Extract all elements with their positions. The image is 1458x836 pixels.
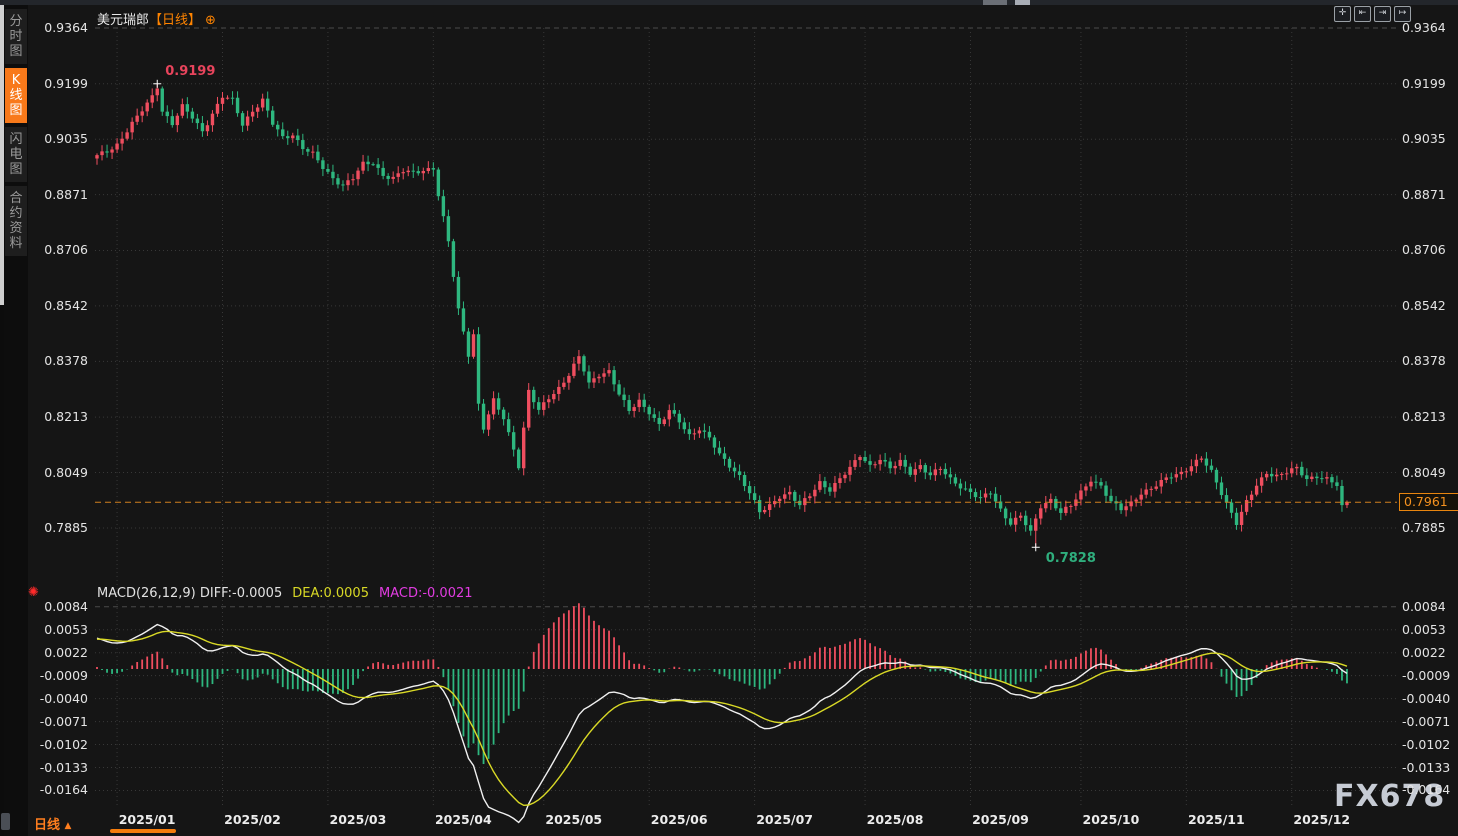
price-axis-tick: 0.7885 bbox=[44, 520, 88, 535]
price-axis-tick: 0.9364 bbox=[44, 20, 88, 35]
shift-right-icon[interactable]: ↦ bbox=[1394, 6, 1411, 22]
chart-title: 美元瑞郎【日线】 ⊕ bbox=[97, 9, 216, 28]
sidebar-tab-label: 合约资料 bbox=[9, 191, 23, 251]
x-axis-label: 2025/03 bbox=[329, 812, 387, 827]
macd-dea-label: DEA:0.0005 bbox=[292, 586, 369, 601]
bottom-left-handle[interactable] bbox=[1, 813, 10, 830]
x-axis-label: 2025/05 bbox=[545, 812, 603, 827]
sidebar-tab-label: 闪电图 bbox=[9, 132, 23, 177]
window-edge-lower bbox=[0, 305, 4, 836]
price-axis-tick: 0.9035 bbox=[1402, 131, 1446, 147]
price-axis-tick: 0.9364 bbox=[1402, 20, 1446, 35]
sidebar-tab-分时图[interactable]: 分时图 bbox=[5, 9, 27, 64]
macd-axis-tick: -0.0102 bbox=[39, 736, 88, 752]
macd-axis-tick: 0.0022 bbox=[44, 644, 88, 660]
x-axis-label: 2025/02 bbox=[224, 812, 281, 827]
macd-axis-tick: -0.0164 bbox=[39, 782, 88, 798]
price-axis-tick: 0.8706 bbox=[1402, 242, 1446, 258]
scale-right-icon[interactable]: ⇥ bbox=[1374, 6, 1391, 22]
period-tag: 【日线】 bbox=[149, 13, 202, 28]
x-scrollbar-thumb[interactable] bbox=[110, 829, 176, 833]
macd-hist-label: MACD:-0.0021 bbox=[378, 586, 473, 601]
macd-axis-tick: -0.0009 bbox=[39, 667, 88, 683]
symbol-name: 美元瑞郎 bbox=[97, 13, 150, 28]
macd-axis-tick: -0.0164 bbox=[1402, 782, 1451, 798]
macd-axis-tick: -0.0040 bbox=[1402, 690, 1451, 706]
period-selector[interactable]: 日线 ▲ bbox=[34, 814, 71, 833]
x-axis-label: 2025/08 bbox=[866, 812, 924, 827]
high-price-annotation: 0.9199 bbox=[165, 63, 216, 79]
edge-segment bbox=[983, 0, 1007, 5]
price-axis-tick: 0.9199 bbox=[1402, 75, 1446, 91]
macd-axis-tick: -0.0102 bbox=[1402, 736, 1451, 752]
price-axis-tick: 0.8213 bbox=[44, 409, 88, 425]
macd-axis-tick: 0.0084 bbox=[44, 598, 88, 614]
sidebar-tab-合约资料[interactable]: 合约资料 bbox=[5, 186, 27, 256]
fx678-watermark: FX678 bbox=[1334, 779, 1446, 814]
price-axis-tick: 0.8706 bbox=[44, 242, 88, 258]
price-axis-tick: 0.8213 bbox=[1402, 409, 1446, 425]
x-axis-label: 2025/12 bbox=[1293, 812, 1351, 827]
sidebar-tab-label: 分时图 bbox=[9, 14, 23, 59]
x-axis-label: 2025/06 bbox=[650, 812, 708, 827]
browser-edge-strip bbox=[0, 0, 1458, 5]
sidebar-tab-闪电图[interactable]: 闪电图 bbox=[5, 127, 27, 182]
macd-axis-tick: 0.0053 bbox=[44, 621, 88, 637]
period-selector-label: 日线 bbox=[34, 818, 61, 833]
x-axis-label: 2025/04 bbox=[434, 812, 492, 827]
move-tool-icon[interactable]: ✛ bbox=[1334, 6, 1351, 22]
x-axis-label: 2025/09 bbox=[972, 812, 1029, 827]
price-axis-tick: 0.9199 bbox=[44, 75, 88, 91]
price-axis-tick: 0.8542 bbox=[1402, 297, 1446, 313]
macd-axis-tick: -0.0009 bbox=[1402, 667, 1451, 683]
macd-axis-tick: -0.0040 bbox=[39, 690, 88, 706]
price-axis-tick: 0.8542 bbox=[44, 297, 88, 313]
price-axis-tick: 0.8049 bbox=[44, 464, 88, 480]
last-price-tag: 0.7961 bbox=[1399, 493, 1458, 512]
macd-axis-tick: 0.0053 bbox=[1402, 621, 1446, 637]
price-axis-tick: 0.8049 bbox=[1402, 464, 1446, 480]
macd-axis-tick: -0.0133 bbox=[1402, 759, 1451, 775]
price-axis-tick: 0.7885 bbox=[1402, 520, 1446, 535]
low-price-annotation: 0.7828 bbox=[1045, 551, 1096, 567]
price-axis-tick: 0.8871 bbox=[1402, 186, 1446, 202]
period-selector-arrow-icon: ▲ bbox=[64, 821, 72, 831]
macd-axis-tick: 0.0084 bbox=[1402, 598, 1446, 614]
edge-segment bbox=[1015, 0, 1030, 5]
macd-axis-tick: -0.0071 bbox=[39, 713, 88, 729]
price-axis-tick: 0.8378 bbox=[1402, 353, 1446, 369]
price-axis-tick: 0.8378 bbox=[44, 353, 88, 369]
macd-diff-label: MACD(26,12,9) DIFF:-0.0005 bbox=[97, 586, 283, 601]
x-axis-label: 2025/11 bbox=[1187, 812, 1245, 827]
window-edge-scrollbar[interactable] bbox=[0, 5, 4, 305]
price-axis-tick: 0.8871 bbox=[44, 186, 88, 202]
price-axis-tick: 0.9035 bbox=[44, 131, 88, 147]
sidebar-tab-K线图[interactable]: K线图 bbox=[5, 68, 27, 123]
macd-axis-tick: 0.0022 bbox=[1402, 644, 1446, 660]
sidebar-tab-label: K线图 bbox=[9, 73, 23, 118]
x-axis-label: 2025/07 bbox=[756, 812, 813, 827]
left-sidebar: 分时图 K线图闪电图合约资料 bbox=[4, 5, 28, 836]
macd-axis-tick: -0.0133 bbox=[39, 759, 88, 775]
macd-indicator-header: MACD(26,12,9) DIFF:-0.0005 DEA:0.0005 MACD… bbox=[97, 586, 473, 601]
chart-toolbar: ✛ ⇤ ⇥ ↦ bbox=[1334, 6, 1411, 22]
x-axis-label: 2025/10 bbox=[1082, 812, 1140, 827]
scale-left-icon[interactable]: ⇤ bbox=[1354, 6, 1371, 22]
settings-gear-icon[interactable]: ⊕ bbox=[205, 13, 216, 28]
macd-axis-tick: -0.0071 bbox=[1402, 713, 1451, 729]
x-axis-label: 2025/01 bbox=[118, 812, 176, 827]
live-burst-icon: ✺ bbox=[28, 585, 39, 600]
